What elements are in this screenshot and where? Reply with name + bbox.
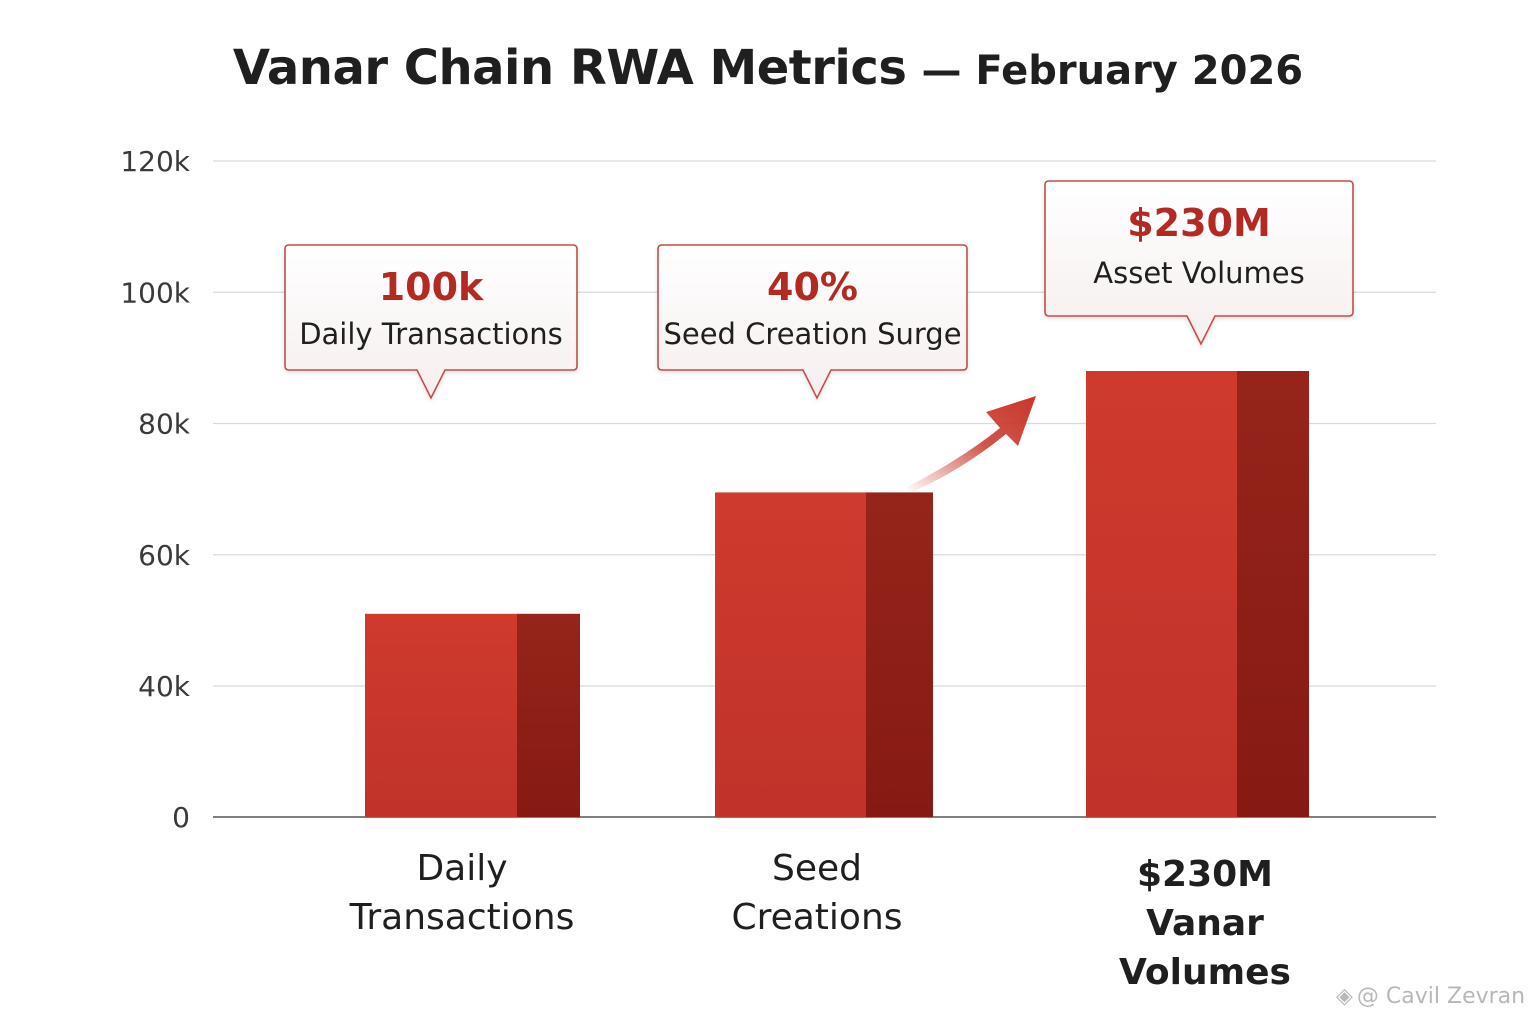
category-label-line: Transactions	[349, 897, 575, 938]
y-tick-label: 80k	[138, 408, 191, 441]
callout: 40% Seed Creation Surge	[657, 244, 968, 400]
chart-title-main: Vanar Chain RWA Metrics	[232, 40, 907, 96]
y-axis-ticks: 0 40k 60k 80k 100k 120k	[120, 145, 190, 834]
callouts: 100k Daily Transactions 40% Seed Creation S…	[284, 180, 1354, 400]
bar	[1086, 371, 1309, 817]
callout-value: 40%	[767, 265, 858, 309]
bar-front	[1086, 371, 1237, 817]
trend-arrow-icon	[905, 396, 1036, 492]
callout-box	[284, 244, 578, 400]
chart-title: Vanar Chain RWA Metrics — February 2026	[0, 40, 1536, 96]
bar-front	[365, 613, 517, 817]
bar-side	[866, 492, 933, 817]
callout-value: $230M	[1127, 201, 1271, 245]
category-label-line: Daily	[416, 848, 507, 889]
bar-side	[1237, 371, 1309, 817]
category-label: $230M Vanar Volumes	[1119, 854, 1291, 993]
bar	[365, 613, 580, 817]
bar-front	[715, 492, 866, 817]
callout-text: Seed Creation Surge	[663, 317, 961, 351]
watermark-text: @ Cavil Zevran	[1356, 984, 1526, 1009]
category-label-line: Seed	[772, 848, 862, 889]
watermark: ◈ @ Cavil Zevran	[1336, 984, 1525, 1009]
trend-arrow	[905, 396, 1036, 492]
callout-text: Daily Transactions	[299, 317, 563, 351]
category-label-line: Vanar	[1146, 903, 1264, 944]
y-tick-label: 0	[172, 801, 190, 834]
y-tick-label: 40k	[138, 670, 191, 703]
bars	[365, 371, 1309, 817]
category-label-line: Volumes	[1119, 952, 1291, 993]
y-tick-label: 100k	[120, 276, 190, 309]
chart-subtitle: — February 2026	[921, 48, 1304, 94]
category-label: Seed Creations	[731, 848, 902, 938]
callout: 100k Daily Transactions	[284, 244, 578, 400]
category-label-line: $230M	[1137, 854, 1273, 895]
callout-value: 100k	[379, 265, 484, 309]
category-label: Daily Transactions	[349, 848, 575, 938]
y-tick-label: 120k	[120, 145, 190, 178]
bar-side	[517, 613, 580, 817]
bar	[715, 492, 933, 817]
callout-box	[657, 244, 968, 400]
exchange-logo-icon: ◈	[1336, 984, 1353, 1009]
callout: $230M Asset Volumes	[1044, 180, 1354, 346]
callout-text: Asset Volumes	[1093, 256, 1304, 290]
category-label-line: Creations	[731, 897, 902, 938]
callout-box	[1044, 180, 1354, 346]
x-axis-categories: Daily Transactions Seed Creations $230M Vanar…	[349, 848, 1291, 993]
y-tick-label: 60k	[138, 539, 191, 572]
